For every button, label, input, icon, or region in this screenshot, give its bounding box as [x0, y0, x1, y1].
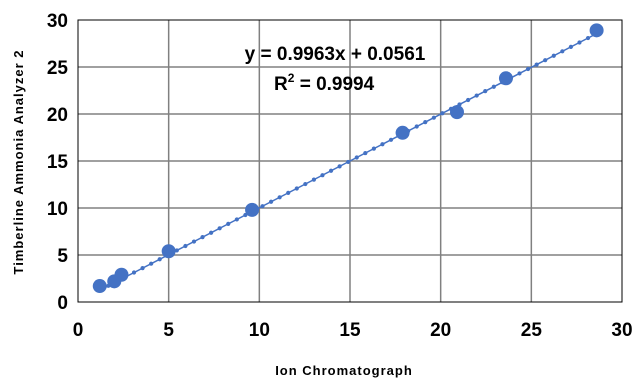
data-point	[161, 244, 176, 259]
trendline-dot	[363, 150, 368, 156]
trendline-dot	[568, 44, 574, 50]
y-tick-label: 0	[57, 293, 68, 314]
trendline-dot	[277, 195, 282, 200]
trendline-dot	[491, 84, 496, 89]
trendline-dot	[191, 239, 197, 244]
data-point	[589, 23, 604, 38]
trendline-dot	[131, 270, 137, 275]
y-tick-label: 15	[47, 152, 69, 173]
trendline-dot	[183, 243, 188, 249]
trendline-dot	[217, 226, 222, 231]
trendline-dot	[226, 221, 231, 226]
trendline-dot	[260, 204, 265, 209]
x-tick-label: 0	[73, 320, 84, 341]
trendline-dot	[209, 230, 214, 235]
trendline-dot	[423, 120, 428, 125]
x-tick-label: 5	[163, 320, 174, 341]
trendline-dot	[303, 181, 308, 187]
x-axis-title: Ion Chromatograph	[275, 363, 413, 378]
y-tick-label: 30	[47, 11, 68, 32]
trendline-dot	[311, 177, 317, 182]
trendline-dot	[200, 235, 205, 240]
trendline-dot	[525, 66, 531, 72]
trendline-dot	[149, 261, 154, 266]
trendline-dot	[431, 115, 436, 120]
x-axis-ticks: 0 5 10 15 20 25 30	[73, 320, 633, 341]
y-tick-label: 5	[57, 246, 68, 267]
y-axis-ticks: 0 5 10 15 20 25 30	[47, 11, 69, 314]
plot-area-border	[77, 19, 623, 303]
data-point	[114, 267, 129, 282]
data-point	[395, 125, 410, 140]
trendline-dot	[157, 257, 162, 262]
trendline-dot	[560, 49, 565, 54]
trendline-dot	[234, 217, 239, 222]
data-point	[449, 105, 464, 120]
trendline-dot	[414, 124, 419, 129]
x-tick-label: 20	[430, 320, 451, 341]
trendline-dot	[551, 53, 556, 58]
y-tick-label: 10	[47, 199, 68, 220]
trendline-dot	[320, 173, 325, 178]
trendline-dot	[174, 248, 179, 253]
trendline-dot	[388, 137, 394, 142]
trendline-dot	[371, 146, 376, 151]
trendline-dot	[286, 190, 291, 196]
trendline-dot	[534, 62, 539, 67]
trendline-dot	[346, 159, 351, 165]
x-tick-label: 10	[249, 320, 270, 341]
trendline-dot	[380, 142, 385, 147]
trendline-dot	[585, 35, 591, 41]
data-point	[498, 71, 513, 86]
trendline-dot	[328, 168, 334, 173]
trendline-equation: y = 0.9963x + 0.0561	[245, 44, 426, 65]
data-points	[92, 23, 604, 294]
trendline-dot	[543, 58, 548, 63]
trendline-dot	[466, 97, 471, 103]
x-tick-label: 25	[521, 320, 543, 341]
trendline-dot	[140, 266, 145, 271]
x-tick-label: 30	[611, 320, 632, 341]
x-tick-label: 15	[339, 320, 361, 341]
trendline-dot	[268, 199, 274, 204]
data-point	[92, 279, 107, 294]
trendline-dot	[517, 71, 522, 76]
y-axis-title: Timberline Ammonia Analyzer 2	[11, 49, 26, 274]
trendline-dot	[577, 40, 582, 45]
trendline-dot	[337, 164, 342, 169]
trendline-dot	[440, 111, 445, 116]
trendline-dot	[294, 186, 299, 191]
trendline-dot	[354, 155, 359, 160]
trendline-dot	[474, 93, 479, 98]
y-tick-label: 20	[47, 105, 68, 126]
r-squared-label: R2 = 0.9994	[274, 71, 375, 95]
y-tick-label: 25	[47, 58, 69, 79]
trendline-dot	[483, 89, 488, 94]
data-point	[245, 202, 260, 217]
